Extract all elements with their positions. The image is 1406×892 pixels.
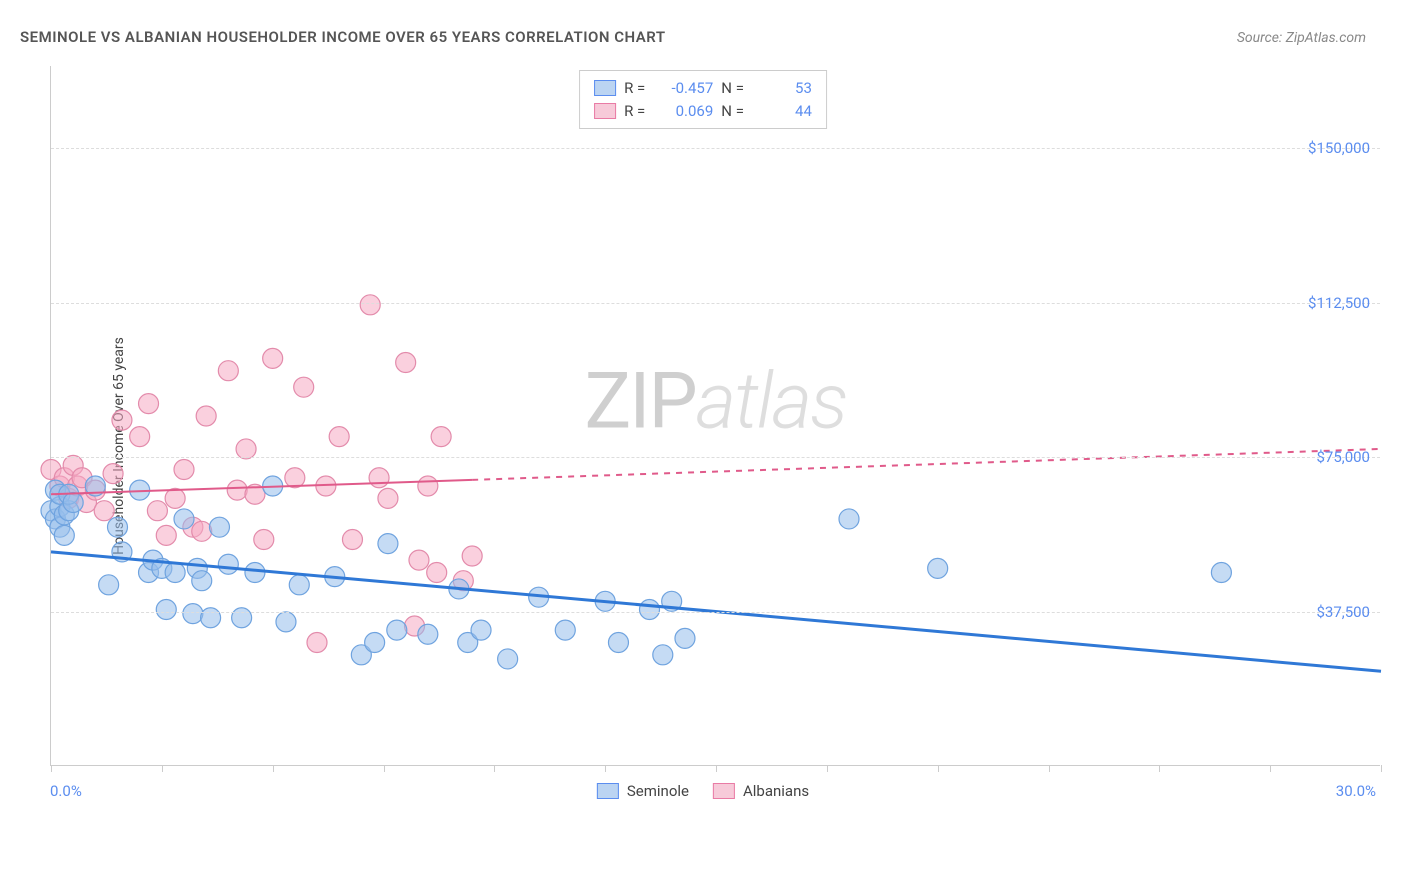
- scatter-svg: [51, 66, 1380, 765]
- r-value: -0.457: [653, 77, 713, 100]
- y-tick-label: $75,000: [1316, 448, 1370, 466]
- chart-header: SEMINOLE VS ALBANIAN HOUSEHOLDER INCOME …: [0, 0, 1406, 56]
- r-value: 0.069: [653, 100, 713, 123]
- swatch-pink-icon: [713, 783, 735, 799]
- n-value: 44: [752, 100, 812, 123]
- x-tick: [1049, 765, 1050, 772]
- x-tick: [273, 765, 274, 772]
- legend-item-seminole: Seminole: [597, 782, 689, 800]
- x-tick: [1381, 765, 1382, 772]
- n-value: 53: [752, 77, 812, 100]
- correlation-stats-legend: R = -0.457 N = 53 R = 0.069 N = 44: [579, 70, 827, 129]
- chart-plot-area: ZIPatlas $37,500$75,000$112,500$150,000: [50, 66, 1380, 766]
- x-tick: [605, 765, 606, 772]
- gridline: [51, 457, 1380, 458]
- legend-item-albanians: Albanians: [713, 782, 809, 800]
- y-tick-label: $112,500: [1308, 294, 1370, 312]
- r-label: R =: [624, 100, 645, 123]
- swatch-blue-icon: [597, 783, 619, 799]
- x-tick: [1270, 765, 1271, 772]
- x-tick: [494, 765, 495, 772]
- stats-row-seminole: R = -0.457 N = 53: [594, 77, 812, 100]
- chart-title: SEMINOLE VS ALBANIAN HOUSEHOLDER INCOME …: [20, 28, 666, 46]
- gridline: [51, 612, 1380, 613]
- n-label: N =: [721, 77, 744, 100]
- swatch-blue-icon: [594, 80, 616, 96]
- series-legend: Seminole Albanians: [597, 782, 809, 800]
- x-tick: [162, 765, 163, 772]
- legend-label: Albanians: [743, 782, 809, 800]
- y-tick-label: $37,500: [1316, 603, 1370, 621]
- x-tick: [1159, 765, 1160, 772]
- x-tick: [938, 765, 939, 772]
- x-axis-max-label: 30.0%: [1336, 782, 1376, 800]
- n-label: N =: [721, 100, 744, 123]
- x-tick: [384, 765, 385, 772]
- gridline: [51, 148, 1380, 149]
- y-tick-label: $150,000: [1308, 139, 1370, 157]
- x-tick: [51, 765, 52, 772]
- x-axis-min-label: 0.0%: [50, 782, 82, 800]
- swatch-pink-icon: [594, 103, 616, 119]
- r-label: R =: [624, 77, 645, 100]
- stats-row-albanians: R = 0.069 N = 44: [594, 100, 812, 123]
- gridline: [51, 303, 1380, 304]
- x-tick: [716, 765, 717, 772]
- source-attribution: Source: ZipAtlas.com: [1237, 30, 1366, 46]
- x-tick: [827, 765, 828, 772]
- legend-label: Seminole: [627, 782, 689, 800]
